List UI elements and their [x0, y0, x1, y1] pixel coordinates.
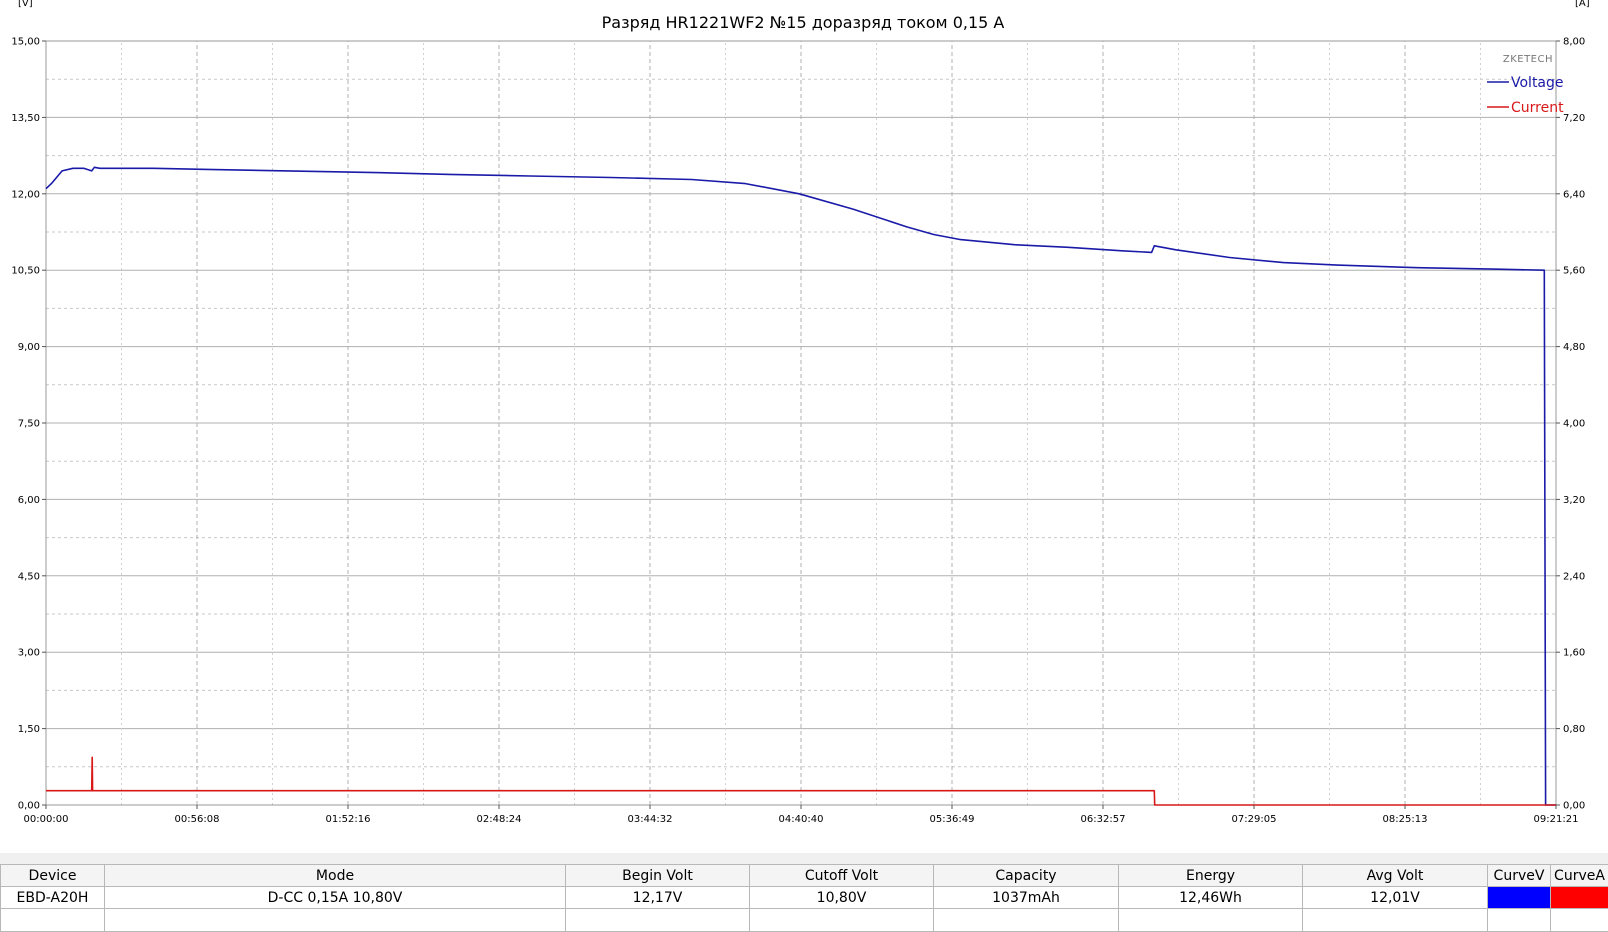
y-left-tick-label: 7,50	[18, 419, 40, 430]
x-tick-label: 04:40:40	[779, 814, 824, 825]
y-right-tick-label: 8,00	[1563, 37, 1585, 48]
chart-title: Разряд HR1221WF2 №15 доразряд током 0,15…	[602, 13, 1005, 32]
y-left-tick-label: 12,00	[11, 189, 40, 200]
legend-current-label: Current	[1511, 100, 1564, 116]
y-right-tick-label: 6,40	[1563, 189, 1585, 200]
y-left-tick-label: 3,00	[18, 648, 40, 659]
summary-table: Device Mode Begin Volt Cutoff Volt Capac…	[0, 864, 1608, 932]
cell-energy: 12,46Wh	[1119, 887, 1303, 909]
x-tick-label: 03:44:32	[628, 814, 673, 825]
curve-v-color-swatch[interactable]	[1488, 887, 1551, 909]
legend-voltage-label: Voltage	[1511, 75, 1564, 91]
y-right-tick-label: 2,40	[1563, 571, 1585, 582]
brand-label: ZKETECH	[1503, 54, 1553, 65]
y-left-tick-label: 10,50	[11, 266, 40, 277]
x-tick-label: 01:52:16	[326, 814, 371, 825]
header-capacity: Capacity	[934, 865, 1119, 887]
x-tick-label: 06:32:57	[1081, 814, 1126, 825]
header-energy: Energy	[1119, 865, 1303, 887]
cell-begin-volt: 12,17V	[566, 887, 750, 909]
curve-a-color-swatch[interactable]	[1551, 887, 1608, 909]
y-left-unit-label: [V]	[18, 0, 33, 9]
cell-mode: D-CC 0,15A 10,80V	[105, 887, 566, 909]
header-cutoff-volt: Cutoff Volt	[750, 865, 934, 887]
cell-device: EBD-A20H	[1, 887, 105, 909]
y-left-tick-label: 13,50	[11, 113, 40, 124]
header-device: Device	[1, 865, 105, 887]
y-left-tick-label: 1,50	[18, 724, 40, 735]
x-tick-label: 09:21:21	[1534, 814, 1579, 825]
cell-cutoff-volt: 10,80V	[750, 887, 934, 909]
header-avg-volt: Avg Volt	[1303, 865, 1488, 887]
x-tick-label: 00:56:08	[175, 814, 220, 825]
header-curve-a: CurveA	[1551, 865, 1608, 887]
header-mode: Mode	[105, 865, 566, 887]
y-left-tick-label: 9,00	[18, 342, 40, 353]
x-tick-label: 05:36:49	[930, 814, 975, 825]
table-empty-row	[1, 909, 1608, 932]
y-left-tick-label: 15,00	[11, 37, 40, 48]
table-header-row: Device Mode Begin Volt Cutoff Volt Capac…	[1, 865, 1608, 887]
y-left-tick-label: 0,00	[18, 801, 40, 812]
y-right-tick-label: 4,00	[1563, 419, 1585, 430]
cell-avg-volt: 12,01V	[1303, 887, 1488, 909]
y-left-tick-label: 4,50	[18, 571, 40, 582]
y-right-tick-label: 0,80	[1563, 724, 1585, 735]
y-right-tick-label: 3,20	[1563, 495, 1585, 506]
y-left-tick-label: 6,00	[18, 495, 40, 506]
x-tick-label: 02:48:24	[477, 814, 522, 825]
x-tick-label: 07:29:05	[1232, 814, 1277, 825]
y-right-unit-label: [A]	[1575, 0, 1590, 9]
x-tick-label: 08:25:13	[1383, 814, 1428, 825]
cell-capacity: 1037mAh	[934, 887, 1119, 909]
header-begin-volt: Begin Volt	[566, 865, 750, 887]
y-right-tick-label: 1,60	[1563, 648, 1585, 659]
y-right-tick-label: 5,60	[1563, 266, 1585, 277]
chart: 0,00 1,50 3,00 4,50 6,00 7,50 9,00 10,50 12,00 13…	[0, 0, 1608, 853]
table-row[interactable]: EBD-A20H D-CC 0,15A 10,80V 12,17V 10,80V…	[1, 887, 1608, 909]
table-separator	[0, 853, 1608, 864]
y-right-tick-label: 7,20	[1563, 113, 1585, 124]
y-right-tick-label: 0,00	[1563, 801, 1585, 812]
header-curve-v: CurveV	[1488, 865, 1551, 887]
x-tick-label: 00:00:00	[24, 814, 69, 825]
y-right-tick-label: 4,80	[1563, 342, 1585, 353]
